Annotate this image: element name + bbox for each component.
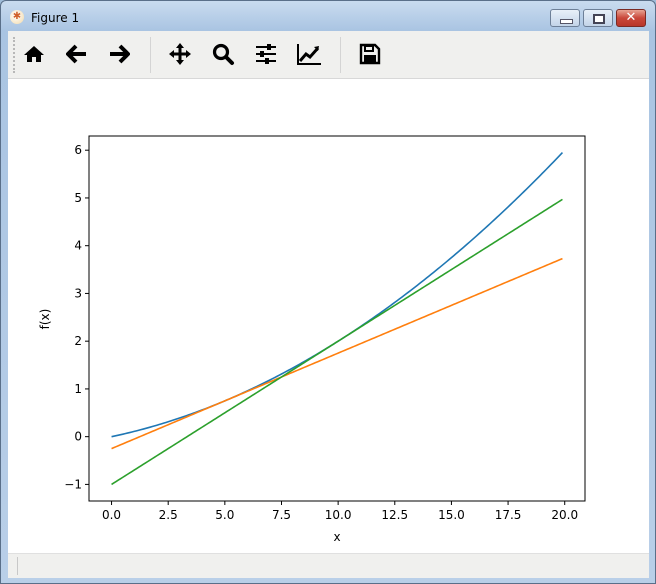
home-button[interactable] bbox=[19, 39, 49, 69]
y-tick-label: 2 bbox=[74, 334, 82, 348]
x-tick-label: 2.5 bbox=[159, 508, 178, 522]
series-line-tangent-2 bbox=[111, 198, 563, 486]
y-tick-label: −1 bbox=[64, 477, 82, 491]
maximize-button[interactable] bbox=[583, 9, 613, 27]
y-axis-label: f(x) bbox=[38, 309, 52, 330]
axes-frame bbox=[88, 135, 586, 502]
line-chart-icon bbox=[297, 44, 321, 65]
y-tick-label: 0 bbox=[74, 430, 82, 444]
save-button[interactable] bbox=[355, 39, 385, 69]
close-button[interactable]: ✕ bbox=[616, 9, 646, 27]
y-tick-label: 6 bbox=[74, 143, 82, 157]
sliders-icon bbox=[256, 44, 276, 64]
figure-canvas[interactable]: 0.0 2.5 5.0 7.5 10.0 12.5 15.0 17.5 20.0 −1 0 1 2 3 4 5… bbox=[8, 79, 649, 553]
x-tick-label: 10.0 bbox=[325, 508, 352, 522]
y-tick-label: 4 bbox=[74, 239, 82, 253]
floppy-icon bbox=[359, 43, 381, 65]
status-separator bbox=[17, 557, 18, 575]
title-bar[interactable]: ✱ Figure 1 ✕ bbox=[1, 1, 655, 31]
x-tick-label: 0.0 bbox=[102, 508, 121, 522]
status-bar bbox=[8, 553, 649, 578]
move-icon bbox=[169, 43, 191, 65]
x-tick-label: 7.5 bbox=[272, 508, 291, 522]
x-tick-label: 5.0 bbox=[215, 508, 234, 522]
x-tick-label: 20.0 bbox=[551, 508, 578, 522]
close-icon: ✕ bbox=[625, 10, 637, 25]
arrow-left-icon bbox=[66, 44, 86, 64]
matplotlib-icon: ✱ bbox=[10, 10, 24, 24]
pan-button[interactable] bbox=[165, 39, 195, 69]
subplots-button[interactable] bbox=[251, 39, 281, 69]
x-axis-label: x bbox=[333, 530, 340, 544]
home-icon bbox=[24, 46, 44, 62]
arrow-right-icon bbox=[110, 44, 130, 64]
forward-button[interactable] bbox=[104, 39, 134, 69]
axes-background bbox=[89, 136, 585, 501]
toolbar-separator bbox=[340, 37, 341, 73]
back-button[interactable] bbox=[62, 39, 92, 69]
x-tick-label: 15.0 bbox=[438, 508, 465, 522]
edit-axes-button[interactable] bbox=[294, 39, 324, 69]
line-chart[interactable]: 0.0 2.5 5.0 7.5 10.0 12.5 15.0 17.5 20.0 −1 0 1 2 3 4 5… bbox=[8, 79, 649, 553]
y-tick-label: 3 bbox=[74, 286, 82, 300]
series-line-tangent-1 bbox=[111, 257, 563, 450]
window-title: Figure 1 bbox=[31, 11, 80, 25]
x-tick-label: 17.5 bbox=[495, 508, 522, 522]
y-tick-label: 5 bbox=[74, 191, 82, 205]
zoom-button[interactable] bbox=[208, 39, 238, 69]
y-tick-label: 1 bbox=[74, 382, 82, 396]
x-tick-label: 12.5 bbox=[381, 508, 408, 522]
minimize-button[interactable] bbox=[550, 9, 580, 27]
magnifier-icon bbox=[212, 43, 234, 65]
navigation-toolbar bbox=[8, 31, 649, 79]
toolbar-separator bbox=[150, 37, 151, 73]
toolbar-grip[interactable] bbox=[13, 37, 17, 73]
